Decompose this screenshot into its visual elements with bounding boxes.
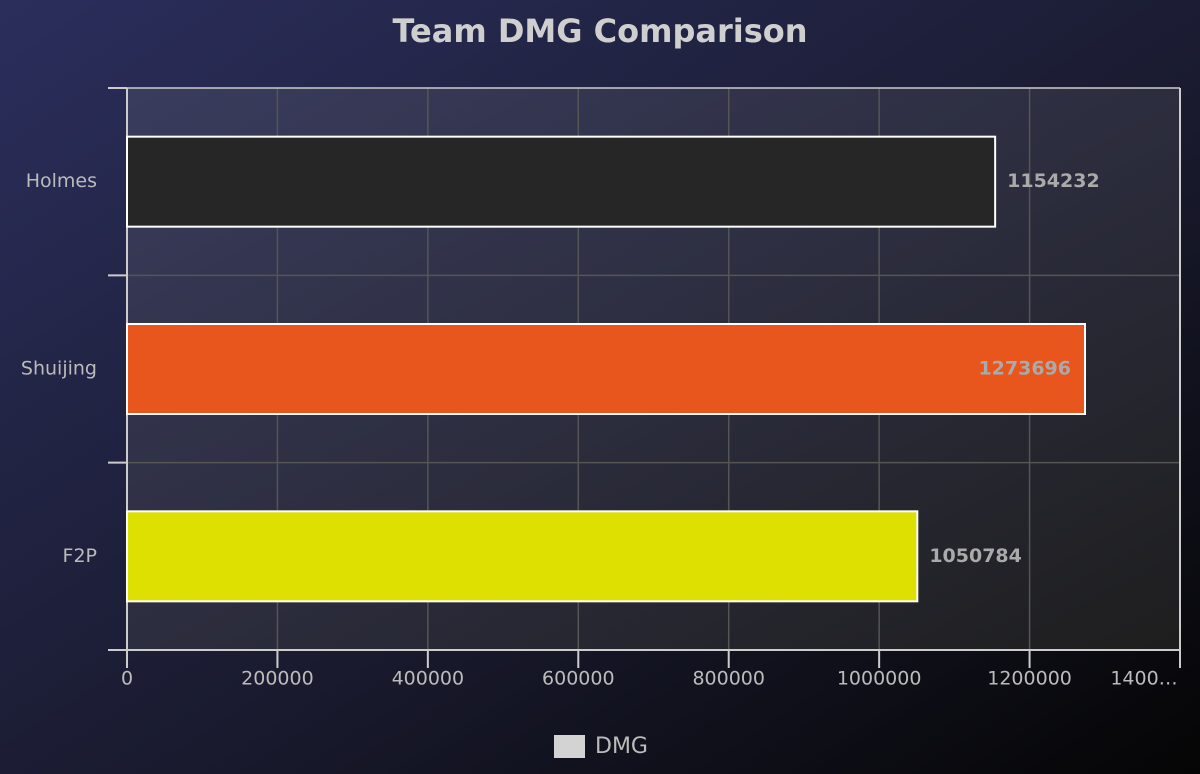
legend-swatch	[554, 735, 585, 758]
x-tick-label: 0	[121, 668, 133, 690]
x-tick-label: 200000	[241, 668, 314, 690]
chart-title: Team DMG Comparison	[392, 12, 807, 50]
x-tick-label: 1000000	[837, 668, 922, 690]
bar	[126, 323, 1087, 415]
value-label: 1050784	[929, 545, 1022, 567]
x-tick-label: 1400…	[1110, 668, 1177, 690]
y-tick-label: F2P	[63, 545, 97, 567]
x-tick-label: 800000	[692, 668, 765, 690]
value-label: 1273696	[978, 358, 1071, 380]
legend-label: DMG	[595, 734, 648, 759]
x-tick-label: 1200000	[987, 668, 1072, 690]
y-tick-label: Holmes	[26, 170, 97, 192]
value-label: 1154232	[1007, 170, 1100, 192]
bar	[126, 135, 997, 228]
bar	[126, 510, 919, 603]
x-tick-label: 600000	[542, 668, 615, 690]
x-tick-label: 400000	[392, 668, 465, 690]
y-tick-label: Shuijing	[21, 358, 97, 380]
